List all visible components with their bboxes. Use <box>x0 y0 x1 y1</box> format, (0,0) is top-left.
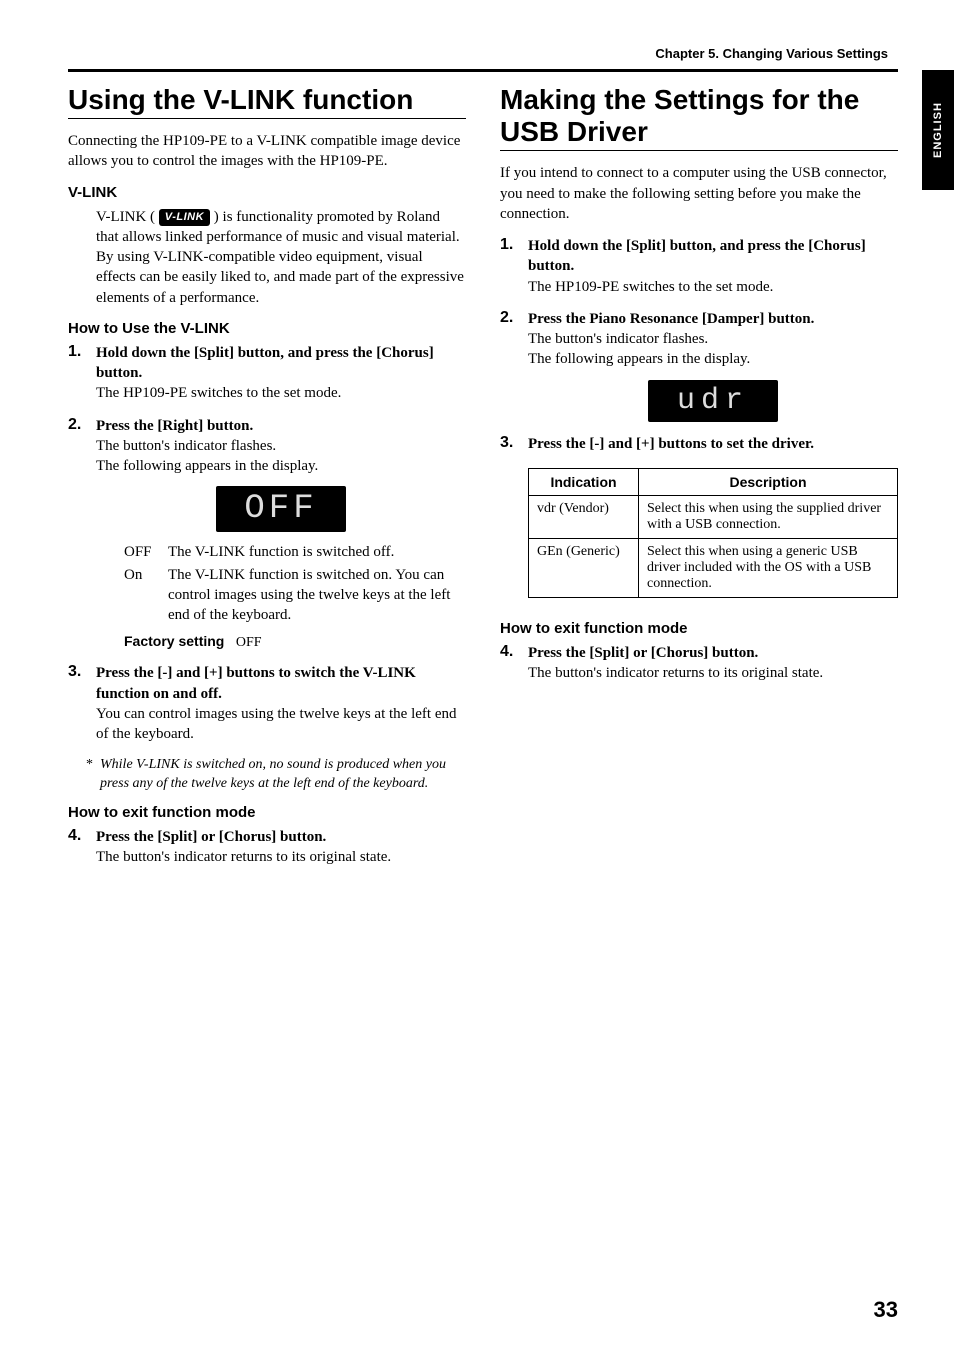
left-step4-sub: The button's indicator returns to its or… <box>96 847 466 867</box>
left-step2-head: Press the [Right] button. <box>96 416 466 436</box>
vlink-options: OFF The V-LINK function is switched off.… <box>124 542 466 625</box>
left-step3-sub: You can control images using the twelve … <box>96 704 466 745</box>
vlink-description: V-LINK ( V-LINK ) is functionality promo… <box>96 207 466 308</box>
cell-vdr-ind: vdr (Vendor) <box>529 495 639 538</box>
left-step1-sub: The HP109-PE switches to the set mode. <box>96 383 466 403</box>
opt-on-key: On <box>124 565 168 626</box>
language-tab: ENGLISH <box>922 70 954 190</box>
driver-table: Indication Description vdr (Vendor) Sele… <box>528 468 898 598</box>
opt-on-row: On The V-LINK function is switched on. Y… <box>124 565 466 626</box>
right-step-3: Press the [-] and [+] buttons to set the… <box>500 434 898 598</box>
left-step-4: Press the [Split] or [Chorus] button. Th… <box>68 827 466 868</box>
col-description: Description <box>639 468 898 495</box>
left-intro: Connecting the HP109-PE to a V-LINK comp… <box>68 131 466 172</box>
table-header-row: Indication Description <box>529 468 898 495</box>
right-intro: If you intend to connect to a computer u… <box>500 163 898 224</box>
howto-heading: How to Use the V-LINK <box>68 320 466 337</box>
right-column: Making the Settings for the USB Driver I… <box>500 84 898 880</box>
left-exit-steps: Press the [Split] or [Chorus] button. Th… <box>68 827 466 868</box>
right-step2-head: Press the Piano Resonance [Damper] butto… <box>528 309 898 329</box>
table-row: GEn (Generic) Select this when using a g… <box>529 538 898 597</box>
left-step4-head: Press the [Split] or [Chorus] button. <box>96 827 466 847</box>
factory-setting: Factory setting OFF <box>124 633 466 651</box>
left-step-2: Press the [Right] button. The button's i… <box>68 416 466 652</box>
left-step-1: Hold down the [Split] button, and press … <box>68 343 466 404</box>
left-step3-head: Press the [-] and [+] buttons to switch … <box>96 663 466 704</box>
vlink-heading: V-LINK <box>68 184 466 201</box>
vlink-badge-icon: V-LINK <box>159 209 210 226</box>
right-step3-head: Press the [-] and [+] buttons to set the… <box>528 434 898 454</box>
vlink-text-a: V-LINK ( <box>96 209 155 225</box>
right-exit-heading: How to exit function mode <box>500 620 898 637</box>
left-step-3: Press the [-] and [+] buttons to switch … <box>68 663 466 744</box>
opt-on-val: The V-LINK function is switched on. You … <box>168 565 466 626</box>
cell-gen-desc: Select this when using a generic USB dri… <box>639 538 898 597</box>
right-step-1: Hold down the [Split] button, and press … <box>500 236 898 297</box>
left-exit-heading: How to exit function mode <box>68 804 466 821</box>
header-rule <box>68 69 898 72</box>
right-steps: Hold down the [Split] button, and press … <box>500 236 898 598</box>
left-step1-head: Hold down the [Split] button, and press … <box>96 343 466 384</box>
factory-value: OFF <box>236 635 262 650</box>
display-udr: udr <box>648 380 778 422</box>
display-off: OFF <box>216 486 346 532</box>
opt-off-val: The V-LINK function is switched off. <box>168 542 466 562</box>
right-step4-sub: The button's indicator returns to its or… <box>528 663 898 683</box>
page-number: 33 <box>874 1297 898 1323</box>
factory-label: Factory setting <box>124 633 224 649</box>
chapter-header: Chapter 5. Changing Various Settings <box>68 46 898 61</box>
right-step4-head: Press the [Split] or [Chorus] button. <box>528 643 898 663</box>
right-step1-sub: The HP109-PE switches to the set mode. <box>528 277 898 297</box>
left-step2-sub2: The following appears in the display. <box>96 456 466 476</box>
opt-off-row: OFF The V-LINK function is switched off. <box>124 542 466 562</box>
opt-off-key: OFF <box>124 542 168 562</box>
left-title: Using the V-LINK function <box>68 84 466 119</box>
right-step-2: Press the Piano Resonance [Damper] butto… <box>500 309 898 422</box>
cell-gen-ind: GEn (Generic) <box>529 538 639 597</box>
right-step-4: Press the [Split] or [Chorus] button. Th… <box>500 643 898 684</box>
right-title: Making the Settings for the USB Driver <box>500 84 898 151</box>
right-exit-steps: Press the [Split] or [Chorus] button. Th… <box>500 643 898 684</box>
vlink-note: While V-LINK is switched on, no sound is… <box>86 756 466 794</box>
right-step1-head: Hold down the [Split] button, and press … <box>528 236 898 277</box>
content-columns: Using the V-LINK function Connecting the… <box>68 84 898 880</box>
left-step2-sub1: The button's indicator flashes. <box>96 436 466 456</box>
cell-vdr-desc: Select this when using the supplied driv… <box>639 495 898 538</box>
table-row: vdr (Vendor) Select this when using the … <box>529 495 898 538</box>
right-step2-sub1: The button's indicator flashes. <box>528 329 898 349</box>
left-column: Using the V-LINK function Connecting the… <box>68 84 466 880</box>
left-steps: Hold down the [Split] button, and press … <box>68 343 466 745</box>
col-indication: Indication <box>529 468 639 495</box>
right-step2-sub2: The following appears in the display. <box>528 349 898 369</box>
